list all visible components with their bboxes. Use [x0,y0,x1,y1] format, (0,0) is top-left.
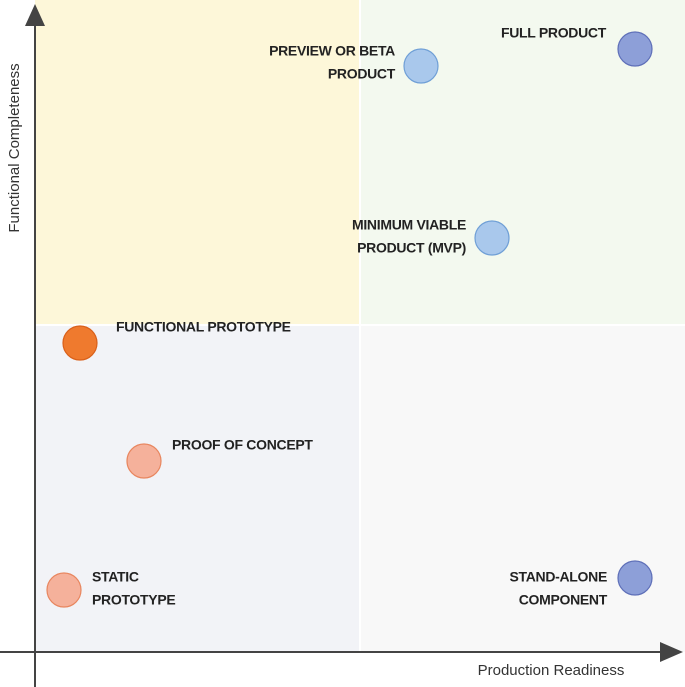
node-label: PROTOTYPE [92,592,175,608]
node-dot [46,572,82,608]
nodes: PREVIEW OR BETA PRODUCT FULL PRODUCT MINIMU… [46,25,653,608]
y-arrow [25,4,45,26]
node-label: PRODUCT [328,66,396,82]
node-dot [617,560,653,596]
node-dot [474,220,510,256]
node-dot [126,443,162,479]
y-axis-label: Functional Completeness [6,63,23,232]
quadrant [35,0,360,325]
quadrant [35,325,360,652]
node-label: MINIMUM VIABLE [352,217,466,233]
node-dot [403,48,439,84]
node-label: PREVIEW OR BETA [269,43,395,59]
x-arrow [660,642,683,662]
node-label: PROOF OF CONCEPT [172,437,313,453]
node-label: COMPONENT [519,592,608,608]
node-dot [617,31,653,67]
node-label: PRODUCT (MVP) [357,240,466,256]
node-dot [62,325,98,361]
node-label: STAND-ALONE [509,569,607,585]
quadrant [360,325,685,652]
node-label: FUNCTIONAL PROTOTYPE [116,319,291,335]
x-axis-label: Production Readiness [478,662,625,679]
node-label: STATIC [92,569,139,585]
node-label: FULL PRODUCT [501,25,607,41]
